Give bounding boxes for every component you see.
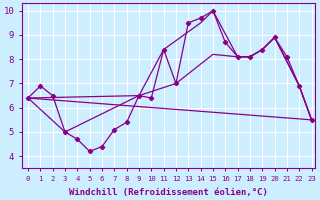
X-axis label: Windchill (Refroidissement éolien,°C): Windchill (Refroidissement éolien,°C) [69, 188, 268, 197]
